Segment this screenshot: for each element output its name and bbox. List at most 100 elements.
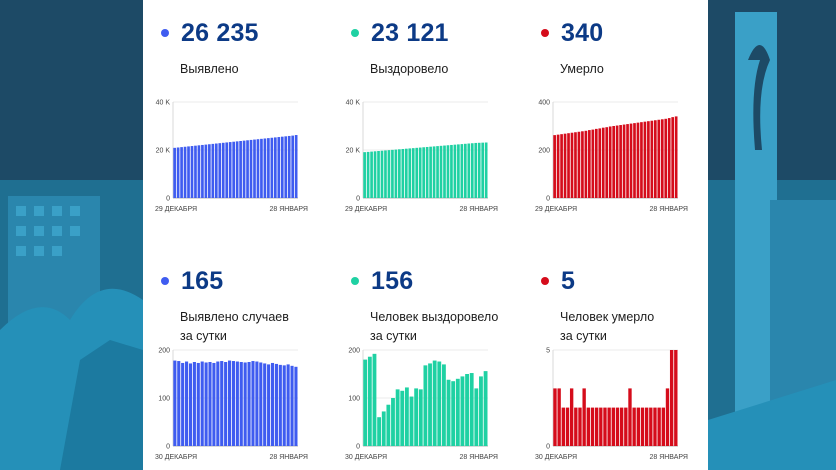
bar	[274, 363, 278, 446]
y-tick-label: 20 K	[156, 148, 171, 155]
x-tick-label-start: 29 ДЕКАБРЯ	[345, 206, 387, 213]
bar	[277, 137, 281, 198]
bar-chart: 0 5 30 ДЕКАБРЯ 28 ЯНВАРЯ	[535, 348, 688, 462]
bar	[474, 388, 479, 446]
stat-row: 23 121	[351, 18, 449, 48]
bar	[467, 143, 471, 198]
bar	[239, 141, 242, 198]
bar	[594, 128, 598, 198]
stat-label-line: Человек выздоровело	[370, 310, 499, 324]
bar	[225, 142, 229, 198]
bar	[409, 396, 414, 446]
x-tick-label-start: 30 ДЕКАБРЯ	[535, 454, 577, 461]
x-tick-label-start: 29 ДЕКАБРЯ	[535, 206, 577, 213]
bar	[242, 140, 246, 198]
bar	[370, 151, 373, 198]
stats-panel: 26 235 Выявлено 0 20 K 40 K 29 ДЕКАБРЯ 28 ЯНВА…	[143, 0, 708, 470]
bar	[395, 389, 400, 446]
bar	[208, 144, 211, 198]
legend-dot	[161, 277, 169, 285]
legend-dot	[541, 29, 549, 37]
y-tick-label: 40 K	[156, 100, 171, 107]
bar	[394, 149, 398, 198]
bar	[567, 133, 570, 198]
bar	[380, 150, 384, 198]
bar	[263, 363, 267, 446]
stat-row: 340	[541, 18, 603, 48]
stat-label: Человек умерло за сутки	[560, 308, 710, 346]
bar	[260, 138, 263, 198]
bar	[565, 407, 570, 446]
stat-label-line: за сутки	[370, 329, 417, 343]
stat-label-line: за сутки	[560, 329, 607, 343]
y-tick-label: 40 K	[346, 100, 361, 107]
bar	[640, 407, 645, 446]
bar	[669, 350, 674, 446]
bar	[259, 362, 263, 446]
bar	[227, 360, 232, 446]
bar	[439, 145, 443, 198]
stat-value: 165	[181, 266, 224, 295]
bar-chart: 0 100 200 30 ДЕКАБРЯ 28 ЯНВАРЯ	[345, 348, 498, 462]
bar	[603, 407, 607, 446]
bar	[633, 123, 636, 198]
bar	[391, 398, 395, 446]
x-tick-label-start: 30 ДЕКАБРЯ	[155, 454, 197, 461]
y-tick-label: 200	[538, 148, 550, 155]
bar	[578, 407, 582, 446]
bar	[650, 120, 654, 198]
bar	[190, 146, 194, 198]
bar	[401, 148, 405, 198]
bar	[197, 145, 201, 198]
bar	[384, 150, 387, 198]
bar	[249, 139, 253, 198]
bar	[404, 387, 409, 446]
bar	[481, 142, 485, 198]
bar	[294, 135, 298, 198]
bar	[574, 132, 577, 198]
bar	[414, 388, 419, 446]
stat-value: 26 235	[181, 18, 259, 47]
bar	[200, 361, 204, 446]
bar	[598, 128, 602, 198]
y-tick-label: 0	[546, 444, 550, 451]
bar	[280, 136, 284, 198]
bar	[657, 119, 661, 198]
bar	[674, 350, 678, 446]
bar	[574, 407, 578, 446]
bar	[183, 146, 187, 198]
bar	[661, 407, 665, 446]
bar	[267, 138, 270, 198]
stat-label: Выявлено	[180, 60, 330, 79]
x-tick-label-start: 29 ДЕКАБРЯ	[155, 206, 197, 213]
bar	[615, 407, 620, 446]
y-tick-label: 0	[356, 196, 360, 203]
bar	[560, 134, 563, 198]
bar	[173, 147, 176, 198]
bar	[256, 139, 260, 198]
bar	[263, 138, 267, 198]
bar	[228, 142, 232, 198]
bar	[290, 365, 294, 446]
bar	[270, 362, 275, 446]
bar	[255, 361, 259, 446]
bar	[556, 134, 560, 198]
bar	[247, 362, 251, 446]
bar	[235, 141, 239, 198]
bar	[460, 144, 464, 198]
bar	[177, 361, 181, 446]
stat-label-line: Выявлено	[180, 62, 239, 76]
bar	[477, 142, 481, 198]
bar	[294, 366, 298, 446]
stat-value: 5	[561, 266, 576, 295]
bar	[253, 139, 256, 198]
bar	[465, 374, 469, 446]
bar	[188, 363, 193, 446]
stat-label-line: Выявлено случаев	[180, 310, 289, 324]
bar	[286, 364, 290, 446]
bar	[366, 151, 370, 198]
bar	[619, 125, 622, 198]
bar	[278, 364, 282, 446]
bar	[588, 130, 591, 198]
bar	[640, 122, 643, 198]
